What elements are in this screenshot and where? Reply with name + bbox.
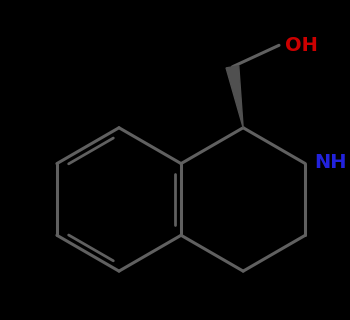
Text: OH: OH (285, 36, 317, 55)
Polygon shape (226, 66, 243, 128)
Text: NH: NH (314, 153, 346, 172)
